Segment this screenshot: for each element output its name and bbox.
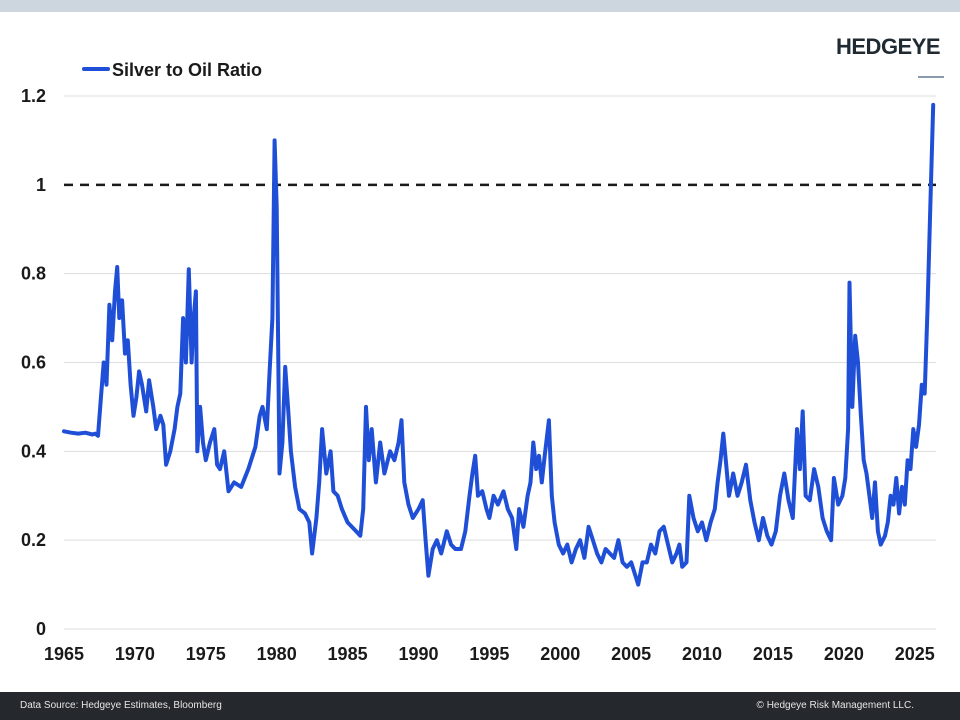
x-tick-label: 1985 — [328, 644, 368, 664]
series-line-silver-to-oil-ratio — [62, 102, 936, 587]
y-tick-label: 1.2 — [21, 86, 46, 106]
x-tick-label: 1995 — [469, 644, 509, 664]
y-tick-label: 0 — [36, 619, 46, 639]
x-tick-label: 1980 — [257, 644, 297, 664]
x-tick-label: 1965 — [44, 644, 84, 664]
hedgeye-logo: HEDGEYE — [836, 34, 941, 59]
x-tick-label: 2010 — [682, 644, 722, 664]
x-tick-label: 2020 — [824, 644, 864, 664]
x-tick-label: 2025 — [895, 644, 935, 664]
y-tick-label: 0.4 — [21, 441, 46, 461]
x-tick-label: 2015 — [753, 644, 793, 664]
x-tick-label: 2000 — [540, 644, 580, 664]
y-tick-label: 1 — [36, 175, 46, 195]
x-axis-ticks: 1965 1970 1975 1980 1985 1990 1995 2000 2005 2010… — [44, 644, 935, 664]
footer-bar: Data Source: Hedgeye Estimates, Bloomber… — [0, 692, 960, 720]
x-tick-label: 1990 — [398, 644, 438, 664]
copyright-note: © Hedgeye Risk Management LLC. — [756, 700, 914, 711]
data-source-note: Data Source: Hedgeye Estimates, Bloomber… — [20, 700, 222, 711]
y-tick-label: 0.2 — [21, 530, 46, 550]
y-tick-label: 0.8 — [21, 264, 46, 284]
grid-lines — [64, 95, 936, 630]
logo-underline — [918, 76, 944, 78]
x-tick-label: 1970 — [115, 644, 155, 664]
x-tick-label: 2005 — [611, 644, 651, 664]
y-tick-label: 0.6 — [21, 353, 46, 373]
legend: Silver to Oil Ratio — [82, 60, 262, 80]
x-tick-label: 1975 — [186, 644, 226, 664]
legend-label: Silver to Oil Ratio — [112, 60, 262, 80]
y-axis-ticks: 0 0.2 0.4 0.6 0.8 1 1.2 — [21, 86, 46, 639]
silver-oil-ratio-chart: 00.20.40.60.811.2 1965 1970 1975 1980 1985 19… — [21, 60, 936, 664]
top-banner-bar — [0, 0, 960, 12]
